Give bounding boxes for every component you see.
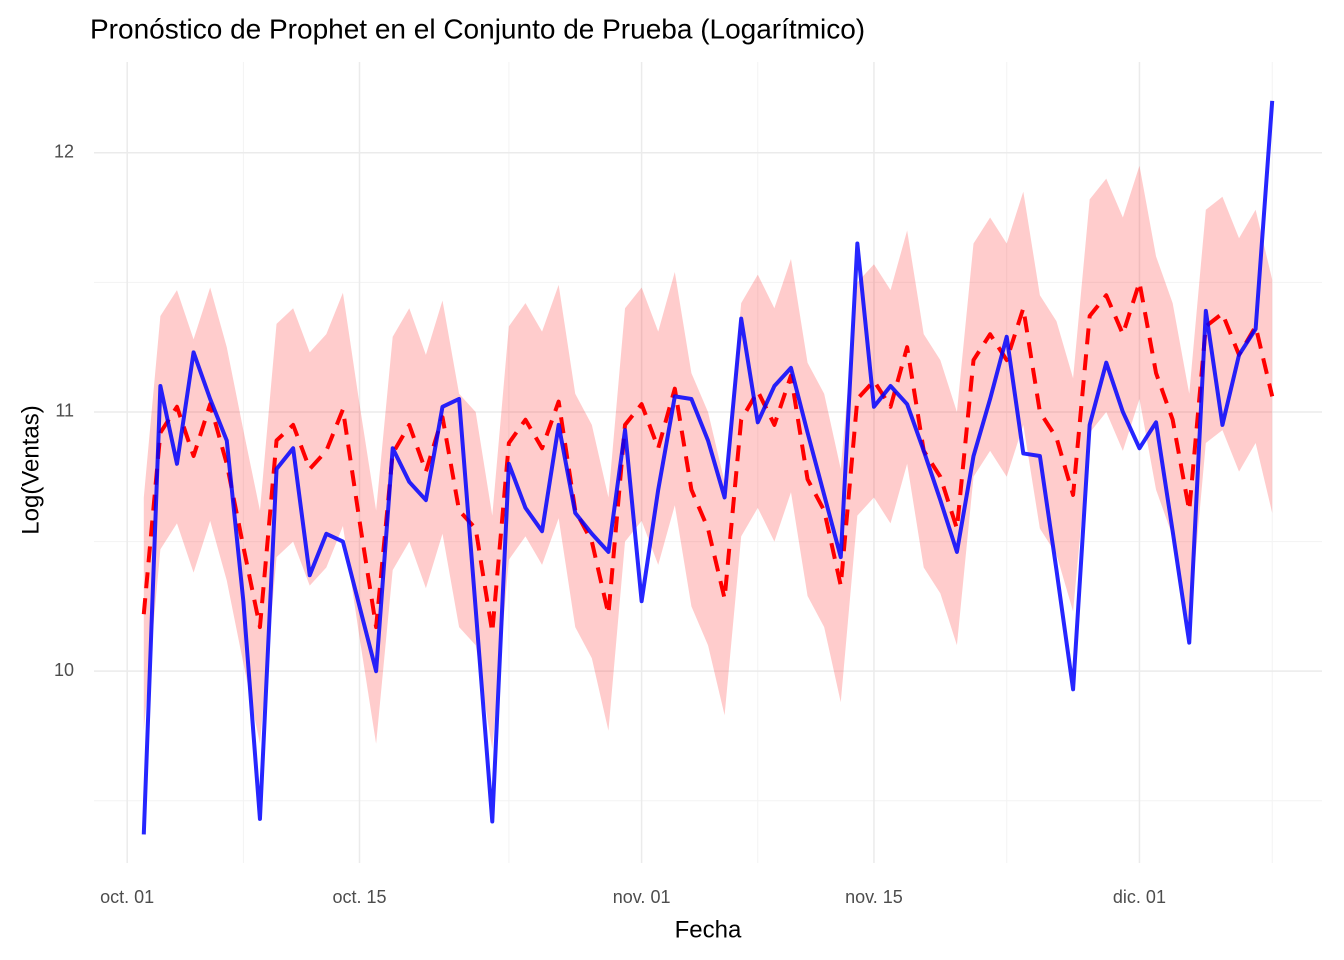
y-tick-label: 10 (54, 660, 74, 680)
chart-title: Pronóstico de Prophet en el Conjunto de … (90, 13, 865, 44)
x-axis-label: Fecha (675, 916, 742, 943)
x-tick-label: oct. 15 (332, 887, 386, 907)
confidence-band (143, 165, 1273, 749)
forecast-line (141, 280, 1275, 635)
y-tick-label: 11 (55, 401, 74, 421)
y-axis-label: Log(Ventas) (17, 405, 44, 534)
actual-line (141, 100, 1275, 835)
x-tick-label: nov. 15 (845, 887, 903, 907)
x-tick-label: oct. 01 (100, 887, 154, 907)
x-tick-label: nov. 01 (613, 887, 671, 907)
y-tick-label: 12 (54, 141, 74, 161)
x-tick-label: dic. 01 (1113, 887, 1166, 907)
